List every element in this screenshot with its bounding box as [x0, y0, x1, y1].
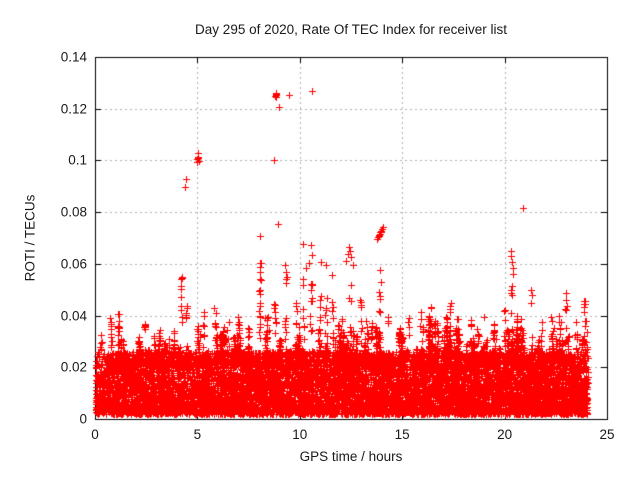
y-tick-label: 0.02 — [60, 359, 87, 375]
x-tick-label: 20 — [497, 427, 513, 442]
y-tick-label: 0 — [79, 411, 87, 427]
chart-title: Day 295 of 2020, Rate Of TEC Index for r… — [195, 22, 507, 37]
x-tick-label: 10 — [292, 427, 308, 442]
y-tick-label: 0.06 — [60, 256, 87, 272]
y-tick-label: 0.12 — [60, 101, 87, 117]
x-tick-label: 5 — [193, 427, 202, 442]
x-axis-label: GPS time / hours — [299, 449, 403, 464]
x-tick-label: 0 — [91, 427, 99, 442]
x-tick-label: 15 — [394, 427, 410, 442]
y-tick-label: 0.14 — [60, 49, 87, 65]
x-tick-label: 25 — [599, 427, 615, 442]
y-tick-label: 0.1 — [68, 152, 87, 168]
y-tick-label: 0.04 — [60, 308, 87, 324]
y-tick-label: 0.08 — [60, 204, 87, 220]
